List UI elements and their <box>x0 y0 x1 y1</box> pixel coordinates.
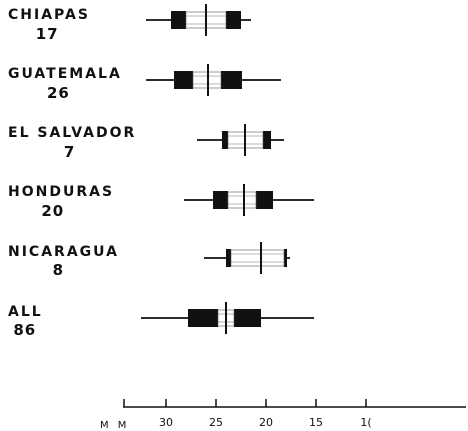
sd-block-right <box>263 131 271 149</box>
group-name-label: HONDURAS <box>8 184 114 200</box>
sd-block-left <box>226 249 231 267</box>
sd-block-right <box>221 71 242 89</box>
x-tick-label: 20 <box>259 416 273 429</box>
se-box <box>230 249 285 267</box>
x-tick-label: 15 <box>309 416 323 429</box>
sd-block-right <box>226 11 241 29</box>
group-labels: CHIAPAS 17 GUATEMALA 26 EL SALVADOR 7 HONDURAS… <box>8 7 136 339</box>
sd-block-left <box>171 11 186 29</box>
group-name-label: NICARAGUA <box>8 244 119 260</box>
group-name-label: ALL <box>8 304 43 320</box>
dice-gram <box>146 4 251 36</box>
group-n-label: 7 <box>64 143 75 161</box>
sd-block-left <box>188 309 218 327</box>
group-n-label: 86 <box>13 321 36 339</box>
group-n-label: 17 <box>36 25 59 43</box>
sd-block-right <box>284 249 287 267</box>
x-tick-label: 25 <box>209 416 223 429</box>
group-n-label: 8 <box>53 261 64 279</box>
x-tick-label: 30 <box>159 416 173 429</box>
dice-gram <box>141 302 314 334</box>
x-tick-label: 1( <box>360 416 371 429</box>
group-name-label: GUATEMALA <box>8 66 122 82</box>
group-name-label: EL SALVADOR <box>8 125 136 141</box>
sd-block-right <box>256 191 273 209</box>
group-plots <box>141 4 314 334</box>
dice-gram <box>184 184 314 216</box>
group-n-label: 26 <box>47 84 70 102</box>
group-name-label: CHIAPAS <box>8 7 90 23</box>
sd-block-left <box>174 71 193 89</box>
sd-block-left <box>222 131 228 149</box>
dice-gram <box>146 64 281 96</box>
x-axis-unit-label: M M <box>100 420 129 431</box>
se-box <box>227 191 257 209</box>
group-n-label: 20 <box>41 202 64 220</box>
dice-gram <box>197 124 284 156</box>
sd-block-left <box>213 191 228 209</box>
sd-block-right <box>234 309 261 327</box>
x-axis: M M 30 25 20 15 1( <box>100 399 466 431</box>
dice-gram <box>204 242 290 274</box>
